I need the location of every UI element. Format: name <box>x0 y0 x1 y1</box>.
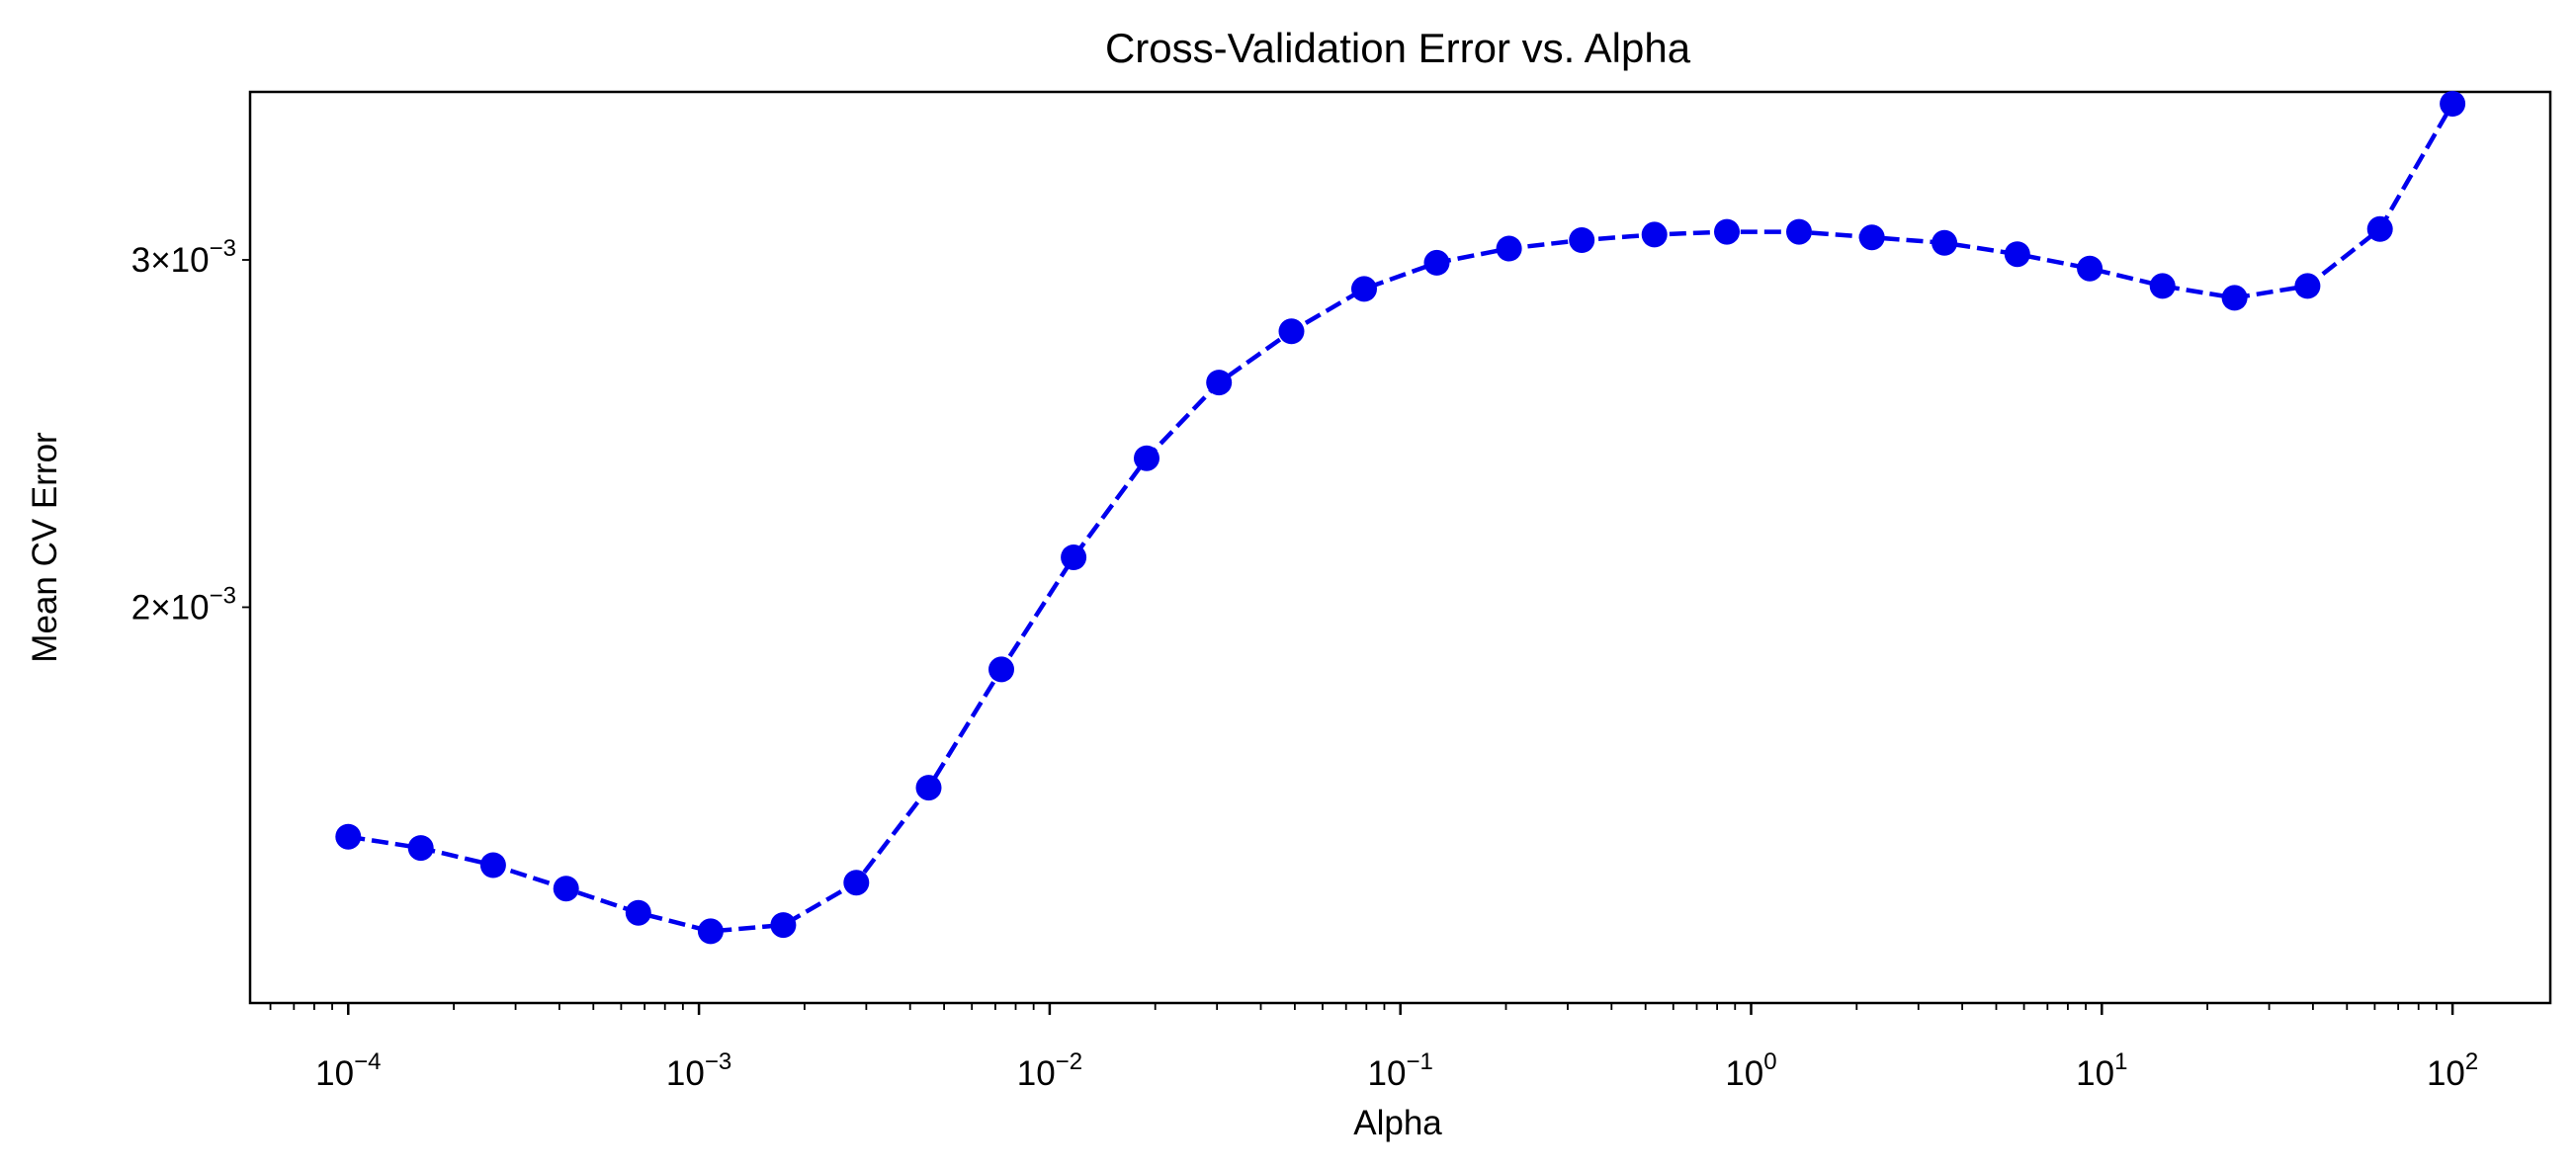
data-point <box>1351 276 1377 302</box>
x-tick-base: 10 <box>1725 1054 1763 1093</box>
data-point <box>1858 224 1885 251</box>
y-tick-exponent: −3 <box>210 582 236 609</box>
x-tick-exponent: 0 <box>1763 1048 1776 1075</box>
data-point <box>2221 285 2248 311</box>
x-tick-exponent: 1 <box>2114 1048 2127 1075</box>
x-tick-exponent: −3 <box>705 1048 731 1075</box>
x-tick-label: 10−1 <box>1368 1048 1433 1093</box>
data-point <box>1641 221 1668 248</box>
y-tick-label: 3×10−3 <box>131 235 236 280</box>
data-point <box>1569 227 1595 253</box>
chart-title: Cross-Validation Error vs. Alpha <box>1105 25 1691 71</box>
data-point <box>1206 370 1233 396</box>
x-tick-label: 102 <box>2427 1048 2478 1093</box>
data-point <box>2004 241 2030 268</box>
x-tick-exponent: −1 <box>1406 1048 1432 1075</box>
x-tick-base: 10 <box>315 1054 354 1093</box>
data-point <box>988 656 1014 683</box>
x-tick-base: 10 <box>1017 1054 1056 1093</box>
x-axis-label: Alpha <box>1353 1104 1442 1142</box>
data-point <box>1134 445 1159 471</box>
y-tick-mantissa: 2×10 <box>131 588 210 627</box>
y-tick-label: 2×10−3 <box>131 582 236 627</box>
x-tick-label: 100 <box>1725 1048 1776 1093</box>
data-point <box>553 876 579 902</box>
data-point <box>407 835 434 862</box>
data-point <box>1061 544 1087 570</box>
x-tick-label: 101 <box>2076 1048 2127 1093</box>
y-tick-mantissa: 3×10 <box>131 241 210 280</box>
y-tick-exponent: −3 <box>210 235 236 262</box>
series-layer <box>335 91 2466 945</box>
x-tick-label: 10−4 <box>315 1048 381 1093</box>
series-line <box>347 102 2455 934</box>
x-tick-exponent: −2 <box>1056 1048 1082 1075</box>
x-tick-label: 10−3 <box>666 1048 731 1093</box>
plot-frame <box>248 90 2552 1005</box>
data-point <box>2149 273 2176 299</box>
data-point <box>697 918 724 945</box>
data-point <box>1932 229 1958 256</box>
x-tick-base: 10 <box>2076 1054 2114 1093</box>
data-point <box>1423 249 1450 276</box>
data-point <box>2294 273 2321 299</box>
data-point <box>1786 218 1812 245</box>
x-tick-exponent: 2 <box>2465 1048 2478 1075</box>
y-axis-label: Mean CV Error <box>26 432 64 663</box>
data-point <box>2077 255 2104 282</box>
data-point <box>2440 91 2466 117</box>
x-tick-base: 10 <box>666 1054 705 1093</box>
data-point <box>770 912 797 939</box>
data-point <box>335 823 362 850</box>
x-tick-base: 10 <box>1368 1054 1407 1093</box>
data-point <box>625 899 651 926</box>
x-tick-exponent: −4 <box>354 1048 381 1075</box>
x-tick-label: 10−2 <box>1017 1048 1082 1093</box>
data-point <box>915 775 942 801</box>
x-tick-base: 10 <box>2427 1054 2465 1093</box>
data-point <box>2366 215 2393 242</box>
data-point <box>843 870 870 896</box>
data-point <box>1496 235 1522 262</box>
data-point <box>479 852 506 878</box>
data-point <box>1278 318 1305 345</box>
data-point <box>1714 218 1740 245</box>
